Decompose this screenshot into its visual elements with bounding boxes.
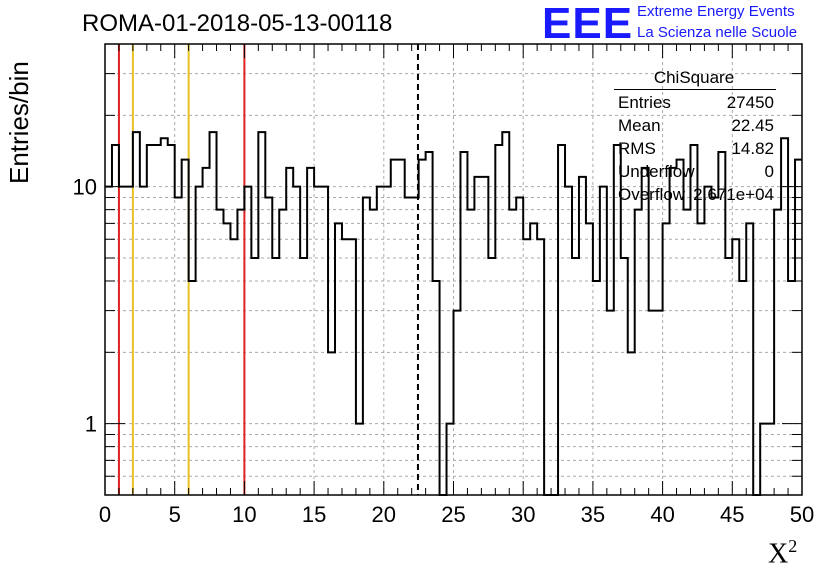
plot-frame [104,43,803,496]
x-axis-label-superscript: 2 [788,536,798,556]
stats-row-overflow: Overflow 2.671e+04 [618,185,774,207]
y-tick-label: 1 [85,412,97,437]
logo-line-2: La Scienza nelle Scuole [637,24,798,41]
stats-value: 14.82 [731,139,774,158]
y-tick-label: 10 [73,175,97,200]
stats-divider [614,89,776,90]
axis-tick-labels: 0 5 10 15 20 25 30 35 40 45 50 1 10 [73,175,815,527]
x-tick-label: 5 [169,502,181,527]
x-tick-label: 10 [232,502,256,527]
x-tick-label: 40 [650,502,674,527]
stats-key: Entries [618,93,671,112]
stats-row-entries: Entries 27450 [618,93,774,115]
marker-lines [117,44,419,495]
logo-line-1: Extreme Energy Events [637,3,795,20]
stats-value: 27450 [726,93,774,112]
stats-value: 0 [764,162,774,181]
x-tick-label: 30 [511,502,535,527]
stats-value: 22.45 [731,116,774,135]
x-tick-label: 15 [302,502,326,527]
eee-logo: EEE [542,0,634,48]
x-axis-label-base: X [768,538,789,570]
stats-box: ChiSquare Entries 27450 Mean 22.45 RMS 1… [612,66,776,210]
y-axis-label: Entries/bin [4,61,34,184]
stats-row-underflow: Underflow 0 [618,162,774,184]
stats-key: Mean [618,116,661,135]
stats-title: ChiSquare [653,68,735,87]
stats-row-mean: Mean 22.45 [618,116,774,138]
axis-ticks [104,44,803,495]
x-tick-label: 0 [99,502,111,527]
histogram-series [105,131,802,496]
stats-key: Underflow [618,162,695,181]
x-tick-label: 25 [441,502,465,527]
stats-key: Overflow [618,185,686,204]
x-tick-label: 50 [790,502,814,527]
x-tick-label: 20 [372,502,396,527]
x-tick-label: 45 [720,502,744,527]
run-title: ROMA-01-2018-05-13-00118 [82,10,393,37]
stats-value: 2.671e+04 [693,185,774,204]
x-axis-label: X2 [768,536,797,570]
x-tick-label: 35 [581,502,605,527]
stats-key: RMS [618,139,656,158]
stats-row-rms: RMS 14.82 [618,139,774,161]
